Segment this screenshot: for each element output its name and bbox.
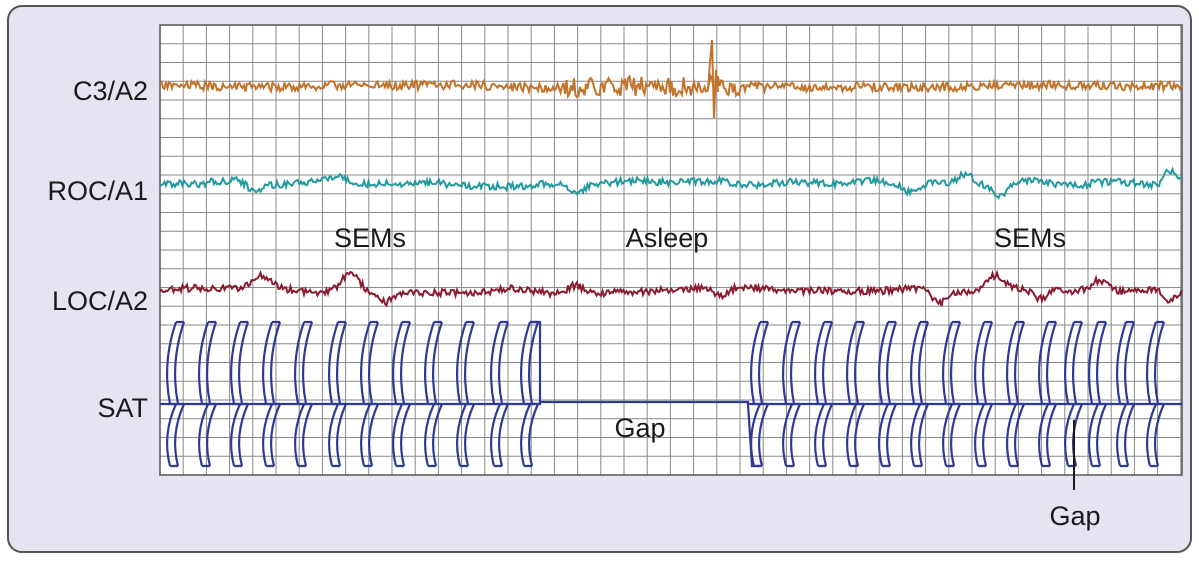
sat-pulse: [1146, 403, 1166, 467]
loc-a2-trace: [159, 269, 1183, 308]
sat-pulse: [294, 403, 314, 467]
sat-pulse: [166, 321, 186, 405]
sat-pulse: [1006, 403, 1026, 467]
channel-label-c3-a2: C3/A2: [73, 76, 148, 106]
sat-pulse: [1088, 321, 1108, 405]
sat-pulse: [392, 403, 412, 467]
sat-pulse: [1006, 321, 1026, 405]
sat-pulse: [262, 403, 282, 467]
sat-pulse: [814, 321, 834, 405]
sat-pulse: [974, 403, 994, 467]
sat-pulse: [1146, 321, 1166, 405]
sat-pulse: [328, 403, 348, 467]
sat-pulse: [424, 403, 444, 467]
sat-gap-edge-left: [530, 320, 542, 404]
sat-pulse: [230, 321, 250, 405]
annotation-asleep: Asleep: [626, 223, 709, 253]
sat-pulse: [910, 403, 930, 467]
sat-pulse: [1038, 321, 1058, 405]
c3-a2-spike: [707, 39, 719, 119]
sat-pulse: [846, 403, 866, 467]
channel-label-loc-a2: LOC/A2: [52, 286, 148, 316]
annotation-sems-right: SEMs: [994, 223, 1066, 253]
sat-pulse: [520, 321, 540, 405]
sat-pulse: [1064, 321, 1084, 405]
sat-pulse: [814, 403, 834, 467]
sat-pulse: [230, 403, 250, 467]
sat-pulse: [974, 321, 994, 405]
sat-pulse: [294, 321, 314, 405]
c3-a2-trace: [159, 72, 1183, 100]
sat-pulse: [878, 403, 898, 467]
sat-pulse: [456, 403, 476, 467]
sat-pulse: [520, 403, 540, 467]
trace-group: [159, 39, 1183, 468]
annotation-gap-right: Gap: [1049, 501, 1100, 531]
sat-pulse: [1116, 403, 1136, 467]
sat-pulse: [328, 321, 348, 405]
sat-trace: [160, 320, 1182, 468]
sat-pulse: [910, 321, 930, 405]
sat-pulse: [490, 403, 510, 467]
sat-pulse: [360, 321, 380, 405]
sat-pulse: [166, 403, 186, 467]
sat-pulse: [942, 321, 962, 405]
sat-pulse: [424, 321, 444, 405]
sat-pulse: [1088, 403, 1108, 467]
sat-pulse: [360, 403, 380, 467]
sat-pulse: [782, 403, 802, 467]
sat-pulse: [1116, 321, 1136, 405]
sat-pulse: [456, 321, 476, 405]
channel-label-roc-a1: ROC/A1: [47, 176, 148, 206]
sat-pulse: [392, 321, 412, 405]
sat-pulse: [198, 321, 218, 405]
sat-gap-edge-right: [746, 403, 760, 468]
roc-a1-trace: [159, 166, 1182, 200]
sat-pulse: [262, 321, 282, 405]
annotation-sems-left: SEMs: [334, 223, 406, 253]
channel-label-sat: SAT: [97, 393, 148, 423]
sat-baseline: [160, 400, 1182, 406]
sat-pulse: [198, 403, 218, 467]
sat-pulse: [750, 321, 770, 405]
sat-pulse: [846, 321, 866, 405]
sat-pulse: [1038, 403, 1058, 467]
sat-pulse: [782, 321, 802, 405]
sat-pulse: [490, 321, 510, 405]
sat-pulse: [942, 403, 962, 467]
annotation-gap-center: Gap: [614, 413, 665, 443]
sat-pulse: [878, 321, 898, 405]
sat-pulse: [750, 403, 770, 467]
